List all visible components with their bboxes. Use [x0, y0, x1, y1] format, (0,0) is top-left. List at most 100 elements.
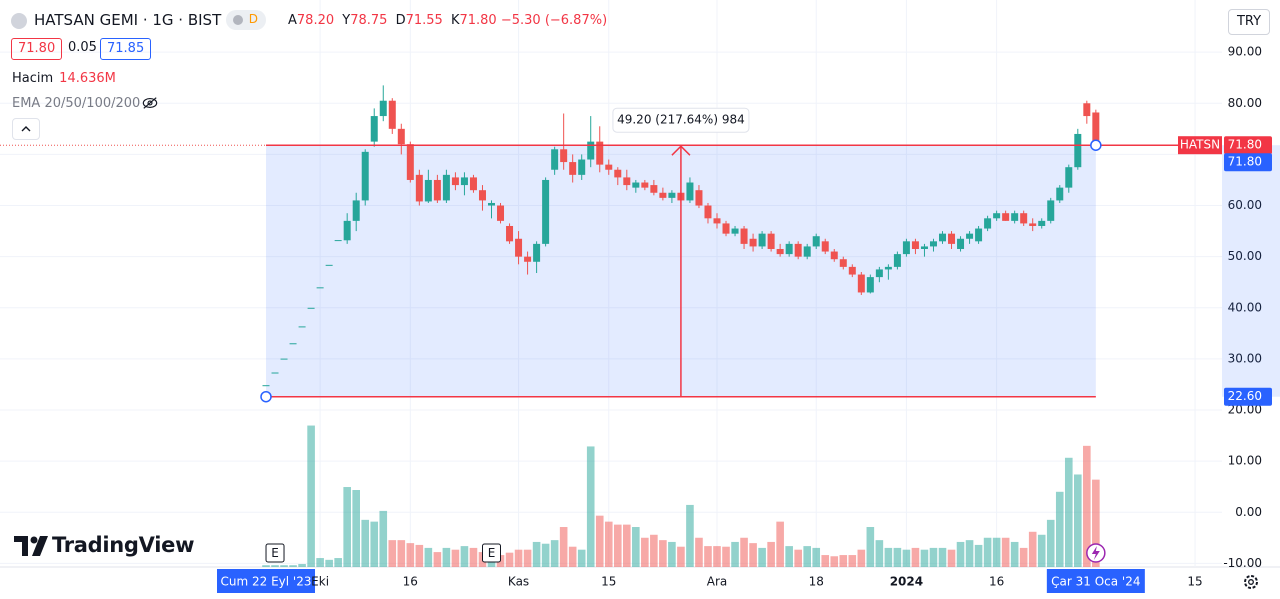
candle-body [866, 277, 874, 293]
candle-body [821, 241, 829, 252]
volume-bar [514, 549, 523, 567]
volume-bar [541, 543, 550, 567]
candle-body [596, 141, 604, 165]
volume-bar [677, 546, 685, 567]
candle-body [839, 259, 847, 267]
candle-body [884, 266, 892, 270]
volume-bar [262, 565, 270, 567]
symbol-title[interactable]: HATSAN GEMI · 1G · BIST [34, 11, 222, 29]
volume-bar [956, 541, 965, 567]
candle-body [370, 116, 378, 142]
ohlc-value: 78.75 [350, 13, 388, 28]
last-price-name-box [1178, 136, 1222, 155]
candle-body [848, 266, 856, 275]
candle-body [713, 218, 721, 224]
hide-icon[interactable] [142, 96, 158, 110]
volume-bar [1074, 474, 1082, 567]
settings-icon[interactable] [1244, 575, 1258, 589]
x-tick-label: Kas [508, 575, 529, 589]
volume-bar [460, 546, 469, 567]
candle-body [1047, 200, 1055, 221]
candle-body [379, 100, 387, 117]
candle-body [460, 177, 468, 186]
candle-body [948, 233, 956, 244]
y-tick-label: 80.00 [1228, 96, 1262, 110]
candle-body [731, 228, 739, 234]
candle-body [1065, 167, 1073, 188]
volume-bar [505, 552, 514, 567]
volume-bar [839, 555, 848, 567]
candle-body [1074, 133, 1082, 168]
spread: 0.05 [68, 40, 97, 55]
candle-body [515, 238, 523, 257]
volume-bar [1083, 445, 1091, 567]
volume-bar [938, 547, 947, 567]
y-tick-label: 90.00 [1228, 45, 1262, 59]
brand-name: TradingView [52, 533, 195, 557]
candle-body [758, 233, 766, 247]
volume-bar [920, 549, 929, 567]
volume-bar [650, 534, 658, 567]
volume-bar [902, 549, 911, 567]
candle-body [776, 248, 784, 255]
candle-body [975, 228, 983, 242]
volume-bar [550, 540, 559, 567]
candle-body [1029, 223, 1037, 226]
volume-bar [722, 546, 730, 567]
volume-bar [379, 510, 388, 567]
candle-body [542, 179, 550, 244]
volume-bar [568, 546, 577, 567]
volume-bar [749, 543, 757, 567]
candle-body [298, 326, 306, 328]
candle-body [993, 213, 1001, 219]
ask-price[interactable]: 71.85 [100, 38, 152, 60]
candle-body [803, 246, 811, 257]
volume-bar [343, 487, 351, 567]
candle-body [1056, 187, 1064, 201]
ohlc-value: 71.80 [459, 13, 497, 28]
last-price-label: 71.80 [1228, 138, 1262, 152]
volume-bar [884, 547, 893, 567]
ohlc-value: 71.55 [405, 13, 443, 28]
change: −5.30 (−6.87%) [500, 13, 608, 28]
candle-body [551, 149, 559, 170]
y-tick-label: 0.00 [1235, 505, 1262, 519]
volume-bar [523, 549, 532, 567]
volume-bar [857, 549, 866, 567]
volume-bar [334, 558, 342, 567]
candle-body [451, 177, 459, 186]
volume-bar [686, 504, 694, 567]
currency-button[interactable]: TRY [1228, 9, 1270, 35]
volume-bar [866, 527, 875, 567]
volume-bar [974, 544, 983, 567]
price-axis-bg [1222, 0, 1280, 599]
volume-bar [785, 546, 793, 567]
volume-bar [632, 527, 640, 567]
volume-bar [1055, 491, 1064, 567]
volume-bar [586, 446, 595, 567]
volume-bar [1028, 531, 1037, 567]
volume-bar [406, 543, 415, 567]
collapse-button[interactable] [12, 118, 40, 140]
candle-body [325, 264, 333, 266]
candle-body [388, 100, 396, 129]
candle-body [587, 141, 595, 160]
volume-bar [1010, 541, 1019, 567]
measure-from-label: 22.60 [1228, 389, 1262, 403]
volume-bar [433, 552, 442, 567]
bid-price[interactable]: 71.80 [11, 38, 63, 60]
candle-body [785, 243, 793, 255]
volume-bar [713, 546, 721, 567]
volume-bar [469, 547, 478, 567]
candle-body [1020, 213, 1028, 224]
indicator-legend[interactable]: EMA 20/50/100/200 [12, 96, 141, 111]
volume-bar [397, 540, 406, 567]
candle-body [957, 238, 965, 249]
x-tick-label: 15 [601, 575, 616, 589]
volume-bar [641, 537, 649, 567]
x-tick-label: 15 [1187, 575, 1202, 589]
collapse-icon [21, 126, 31, 132]
market-status[interactable]: D [226, 10, 266, 30]
ohlc-legend: A78.20 Y78.75 D71.55 K71.80 −5.30 (−6.87… [284, 13, 607, 28]
event-label: E [488, 546, 496, 560]
